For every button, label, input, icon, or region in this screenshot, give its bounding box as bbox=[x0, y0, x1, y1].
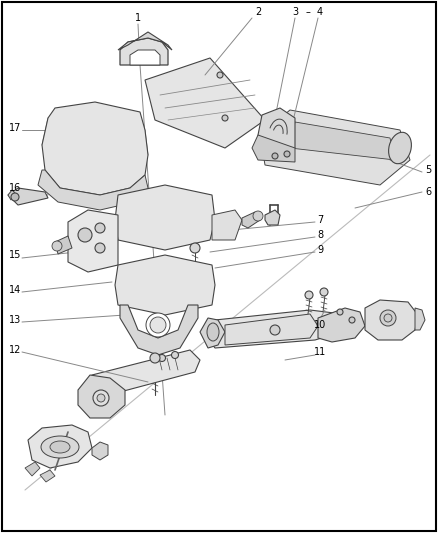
Polygon shape bbox=[205, 310, 355, 348]
Polygon shape bbox=[80, 350, 200, 400]
Circle shape bbox=[190, 243, 200, 253]
Text: 16: 16 bbox=[9, 183, 21, 193]
Text: 7: 7 bbox=[317, 215, 323, 225]
Text: 1: 1 bbox=[135, 13, 141, 23]
Circle shape bbox=[150, 353, 160, 363]
Text: 8: 8 bbox=[317, 230, 323, 240]
Circle shape bbox=[253, 211, 263, 221]
Text: 17: 17 bbox=[9, 123, 21, 133]
Circle shape bbox=[337, 309, 343, 315]
Circle shape bbox=[97, 394, 105, 402]
Polygon shape bbox=[38, 170, 148, 210]
Polygon shape bbox=[265, 210, 280, 225]
Circle shape bbox=[93, 390, 109, 406]
Ellipse shape bbox=[41, 436, 79, 458]
Circle shape bbox=[349, 317, 355, 323]
Text: 3: 3 bbox=[292, 7, 298, 17]
Circle shape bbox=[217, 72, 223, 78]
Polygon shape bbox=[55, 236, 72, 254]
Ellipse shape bbox=[207, 323, 219, 341]
Polygon shape bbox=[365, 300, 418, 340]
Circle shape bbox=[159, 354, 166, 361]
Polygon shape bbox=[318, 308, 365, 342]
Text: 6: 6 bbox=[425, 187, 431, 197]
Polygon shape bbox=[8, 188, 48, 205]
Circle shape bbox=[384, 314, 392, 322]
Polygon shape bbox=[145, 58, 265, 148]
Polygon shape bbox=[40, 470, 55, 482]
Circle shape bbox=[11, 193, 19, 201]
Polygon shape bbox=[68, 210, 118, 272]
Circle shape bbox=[380, 310, 396, 326]
Circle shape bbox=[95, 243, 105, 253]
Circle shape bbox=[284, 151, 290, 157]
Polygon shape bbox=[120, 305, 198, 355]
Ellipse shape bbox=[389, 132, 411, 164]
Text: 4: 4 bbox=[317, 7, 323, 17]
Text: 12: 12 bbox=[9, 345, 21, 355]
Text: 11: 11 bbox=[314, 347, 326, 357]
Polygon shape bbox=[225, 314, 318, 345]
Polygon shape bbox=[118, 32, 172, 50]
Polygon shape bbox=[42, 102, 148, 195]
Polygon shape bbox=[200, 318, 225, 348]
Ellipse shape bbox=[50, 441, 70, 453]
Circle shape bbox=[172, 351, 179, 359]
Polygon shape bbox=[242, 212, 260, 228]
Circle shape bbox=[146, 313, 170, 337]
Polygon shape bbox=[260, 110, 410, 185]
Text: 2: 2 bbox=[255, 7, 261, 17]
Text: 10: 10 bbox=[314, 320, 326, 330]
Text: 13: 13 bbox=[9, 315, 21, 325]
Circle shape bbox=[95, 223, 105, 233]
Polygon shape bbox=[258, 108, 295, 158]
Circle shape bbox=[320, 288, 328, 296]
Circle shape bbox=[78, 228, 92, 242]
Polygon shape bbox=[212, 210, 242, 240]
Text: –: – bbox=[306, 7, 311, 17]
Text: 15: 15 bbox=[9, 250, 21, 260]
Polygon shape bbox=[415, 308, 425, 330]
Circle shape bbox=[270, 325, 280, 335]
Polygon shape bbox=[290, 122, 395, 160]
Circle shape bbox=[150, 317, 166, 333]
Text: 5: 5 bbox=[425, 165, 431, 175]
Circle shape bbox=[305, 291, 313, 299]
Polygon shape bbox=[28, 425, 92, 468]
Circle shape bbox=[222, 115, 228, 121]
Polygon shape bbox=[25, 462, 40, 476]
Polygon shape bbox=[8, 190, 15, 200]
Circle shape bbox=[52, 241, 62, 251]
Text: 14: 14 bbox=[9, 285, 21, 295]
Polygon shape bbox=[115, 185, 215, 250]
Polygon shape bbox=[115, 255, 215, 315]
Circle shape bbox=[272, 153, 278, 159]
Polygon shape bbox=[78, 375, 125, 418]
Polygon shape bbox=[252, 135, 295, 162]
Polygon shape bbox=[130, 50, 160, 65]
Polygon shape bbox=[92, 442, 108, 460]
Polygon shape bbox=[120, 38, 168, 65]
Text: 9: 9 bbox=[317, 245, 323, 255]
